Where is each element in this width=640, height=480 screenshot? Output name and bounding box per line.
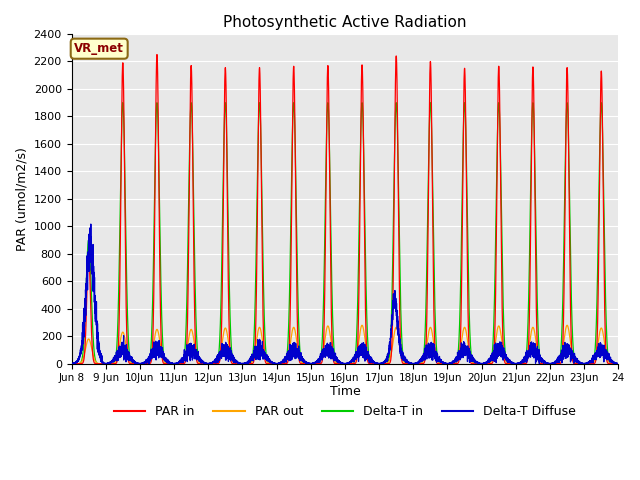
X-axis label: Time: Time [330, 385, 360, 398]
Legend: PAR in, PAR out, Delta-T in, Delta-T Diffuse: PAR in, PAR out, Delta-T in, Delta-T Dif… [109, 400, 581, 423]
Y-axis label: PAR (umol/m2/s): PAR (umol/m2/s) [15, 147, 28, 251]
Text: VR_met: VR_met [74, 42, 124, 55]
Title: Photosynthetic Active Radiation: Photosynthetic Active Radiation [223, 15, 467, 30]
